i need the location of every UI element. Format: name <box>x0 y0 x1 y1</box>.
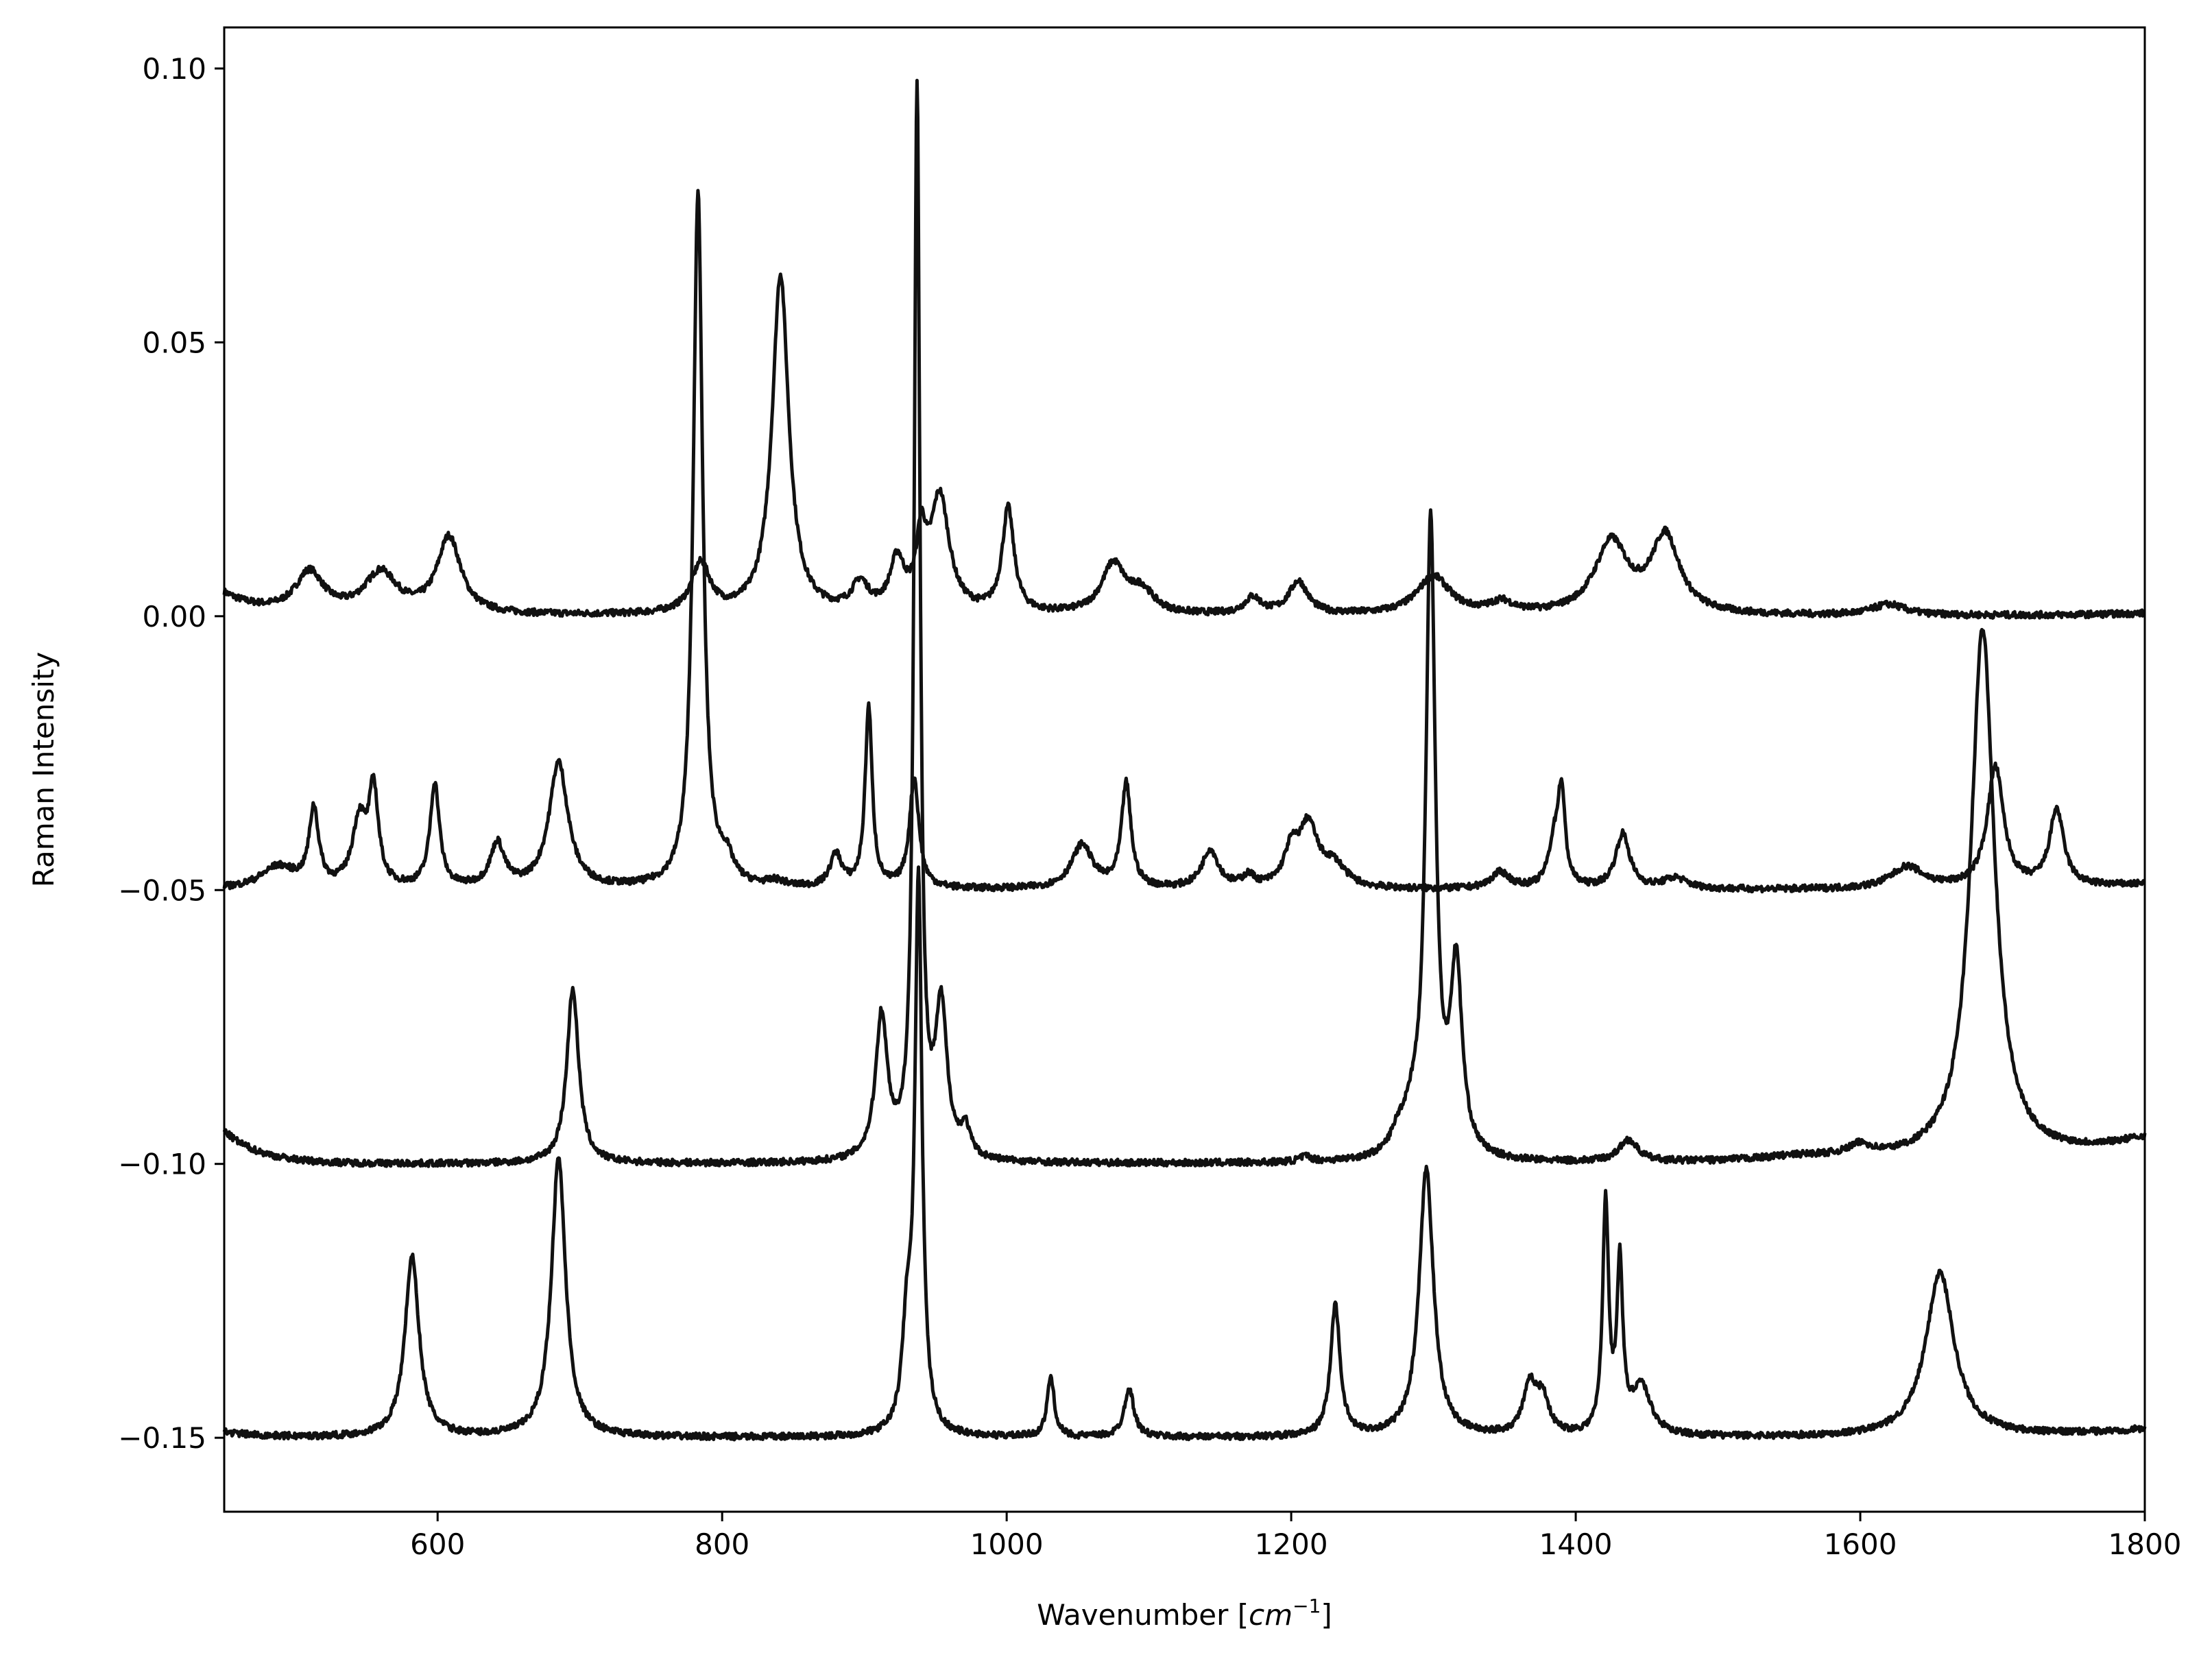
y-tick-label: 0.00 <box>142 600 206 633</box>
y-tick-label: −0.05 <box>118 873 206 907</box>
x-tick-label: 1600 <box>1824 1527 1897 1561</box>
series-layer <box>222 78 2147 1442</box>
x-tick-label: 600 <box>410 1527 465 1561</box>
spectrum-line-2 <box>222 189 2146 894</box>
x-tick-label: 1000 <box>970 1527 1044 1561</box>
y-tick-label: 0.10 <box>142 52 206 86</box>
plot-frame <box>223 26 2146 1513</box>
x-tick-label: 1800 <box>2108 1527 2182 1561</box>
spectrum-line-4 <box>222 865 2147 1442</box>
y-tick-label: −0.10 <box>118 1148 206 1181</box>
y-tick-label: −0.15 <box>118 1421 206 1455</box>
spectrum-line-1 <box>222 272 2146 620</box>
x-axis-label: Wavenumber [cm−1] <box>1037 1595 1332 1632</box>
y-tick-label: 0.05 <box>142 326 206 359</box>
x-tick-label: 800 <box>695 1527 749 1561</box>
y-axis: 0.10 0.05 0.00 −0.05 −0.10 −0.15 <box>118 52 224 1455</box>
x-axis: 600 800 1000 1200 1400 1600 1800 <box>410 1512 2181 1561</box>
spectrum-line-3 <box>222 78 2147 1168</box>
x-tick-label: 1400 <box>1539 1527 1613 1561</box>
x-tick-label: 1200 <box>1255 1527 1328 1561</box>
y-axis-label: Raman Intensity <box>27 652 60 887</box>
